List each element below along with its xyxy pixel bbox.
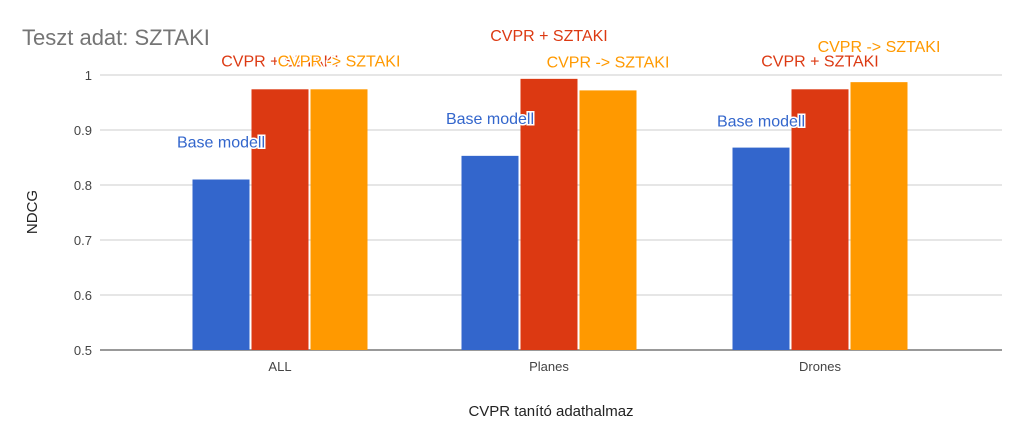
bars [192,78,908,351]
data-label: Base modell [717,114,805,131]
data-label: CVPR + SZTAKI [221,53,339,70]
bar [192,179,250,350]
bar [461,155,519,350]
x-tick-label: Drones [799,359,841,374]
bar [732,147,790,350]
y-tick-label: 0.5 [74,343,92,358]
data-label: CVPR + SZTAKI [761,53,879,70]
y-tick-label: 0.9 [74,123,92,138]
y-tick-label: 0.8 [74,178,92,193]
bar [310,89,368,351]
y-axis-title: NDCG [24,190,41,234]
x-axis-title: CVPR tanító adathalmaz [468,403,633,420]
x-tick-label: Planes [529,359,569,374]
data-label: CVPR -> SZTAKI [547,54,670,71]
bar [520,78,578,350]
y-axis-ticks: 0.5 0.6 0.7 0.8 0.9 1 [74,68,92,358]
bar [251,89,309,351]
data-label: Base modell [446,111,534,128]
y-tick-label: 0.7 [74,233,92,248]
bar [850,82,908,351]
data-label: Base modell [177,135,265,152]
y-tick-label: 1 [85,68,92,83]
data-label: CVPR + SZTAKI [490,28,608,45]
data-label: CVPR -> SZTAKI [818,39,941,56]
data-label: CVPR -> SZTAKI [278,53,401,70]
bar [579,90,637,351]
y-tick-label: 0.6 [74,288,92,303]
x-axis-ticks: ALL Planes Drones [268,359,841,374]
chart-title: Teszt adat: SZTAKI [22,25,210,50]
bar [791,89,849,351]
x-tick-label: ALL [268,359,291,374]
